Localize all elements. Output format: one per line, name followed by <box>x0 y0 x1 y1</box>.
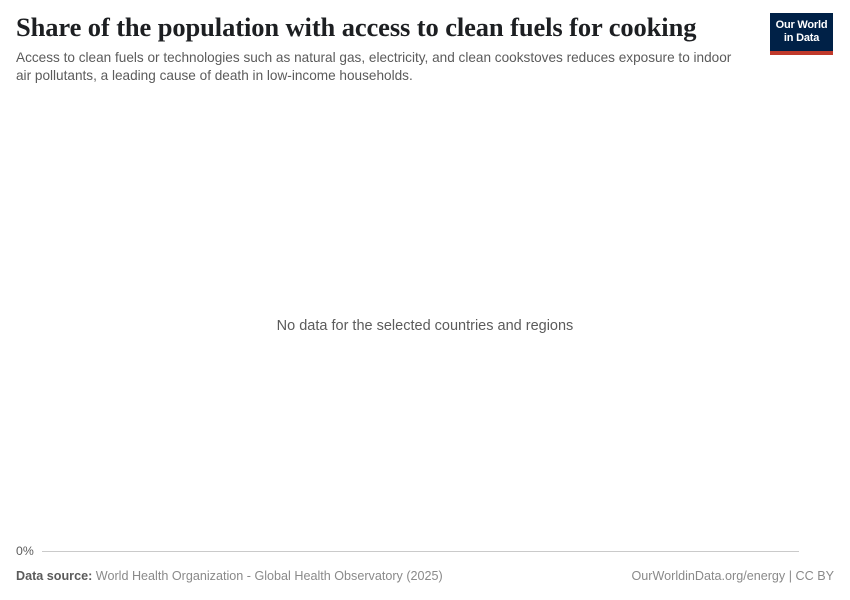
logo-line-one: Our World <box>775 19 828 31</box>
data-source-value: World Health Organization - Global Healt… <box>95 569 443 583</box>
page-title: Share of the population with access to c… <box>16 12 697 42</box>
axis-gridline <box>41 550 799 552</box>
our-world-in-data-logo[interactable]: Our World in Data <box>770 13 833 55</box>
title-block: Share of the population with access to c… <box>16 12 756 84</box>
axis-tick-label-0: 0% <box>16 544 34 558</box>
attribution-link[interactable]: OurWorldinData.org/energy | CC BY <box>631 569 834 583</box>
plot-area: No data for the selected countries and r… <box>16 96 834 536</box>
chart-header: Share of the population with access to c… <box>0 0 850 84</box>
y-axis-zero-tick: 0% <box>16 543 834 559</box>
chart-subtitle: Access to clean fuels or technologies su… <box>16 50 732 83</box>
data-source: Data source: World Health Organization -… <box>16 568 443 584</box>
data-source-label: Data source: <box>16 569 93 583</box>
chart-footer: Data source: World Health Organization -… <box>16 568 834 588</box>
logo-line-two: in Data <box>783 31 820 44</box>
no-data-message: No data for the selected countries and r… <box>276 318 574 334</box>
